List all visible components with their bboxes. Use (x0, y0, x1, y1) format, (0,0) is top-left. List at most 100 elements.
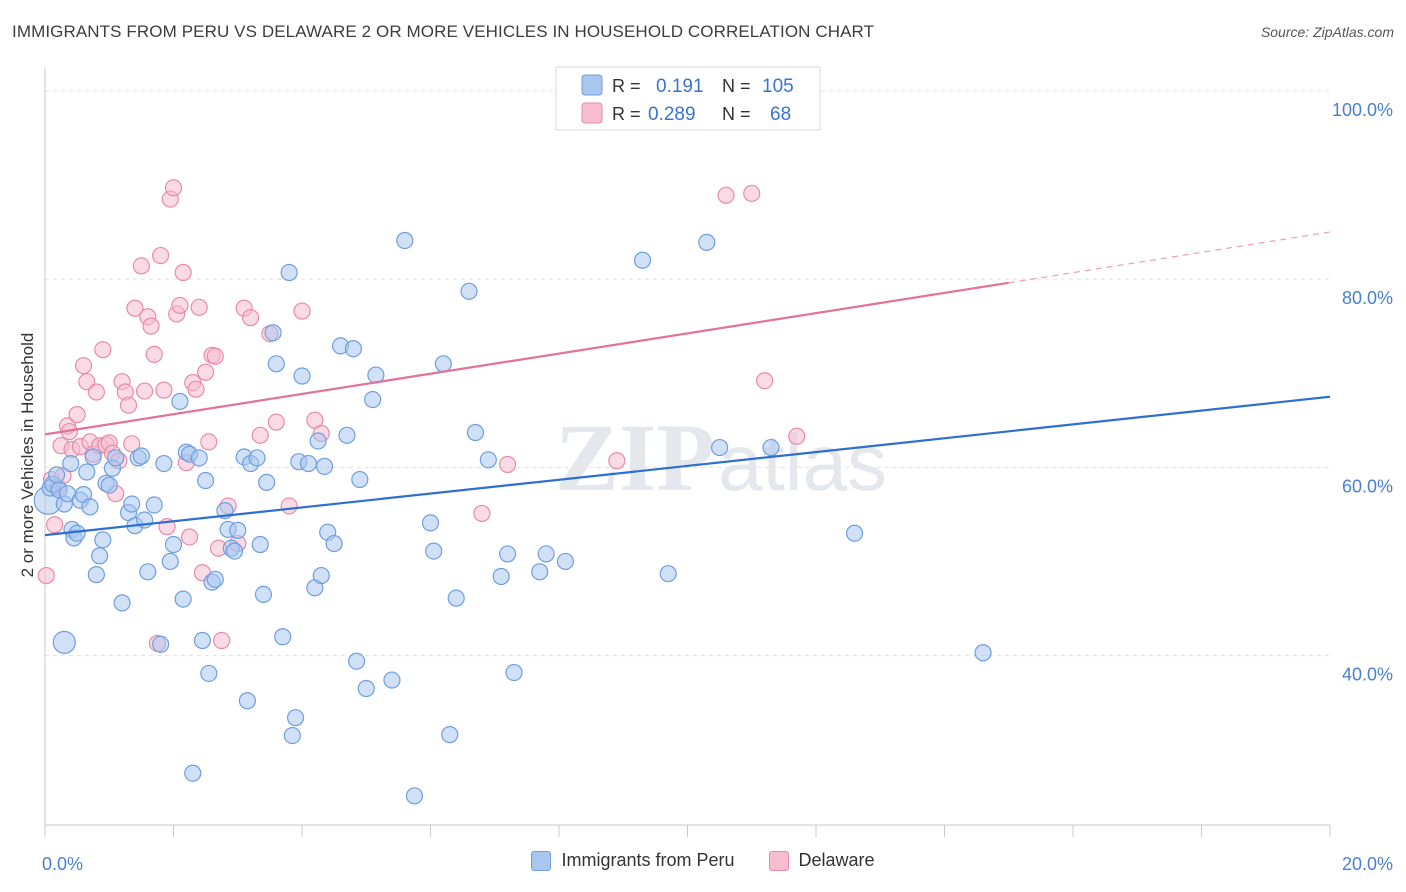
point-peru-30 (139, 563, 157, 581)
point-peru-36 (171, 392, 189, 411)
point-peru-44 (200, 664, 218, 683)
point-delaware-61 (280, 497, 298, 515)
point-peru-64 (286, 709, 305, 727)
point-delaware-11 (74, 357, 93, 375)
point-delaware-48 (197, 363, 215, 381)
trend-line-peru (44, 395, 1331, 537)
point-delaware-68 (717, 186, 735, 204)
legend-r-value-delaware: 0.289 (648, 104, 696, 125)
legend-r-label-peru: R = (612, 76, 641, 96)
point-peru-95 (505, 663, 523, 682)
point-peru-41 (190, 449, 208, 467)
point-peru-46 (206, 570, 224, 588)
point-delaware-2 (46, 516, 64, 534)
legend-n-value-delaware: 68 (770, 104, 791, 125)
point-peru-14 (81, 498, 99, 516)
point-peru-33 (155, 454, 173, 473)
point-delaware-40 (171, 296, 189, 315)
x-tick-label-1: 20.0% (1342, 854, 1393, 874)
y-tick-label-3: 100.0% (1332, 100, 1393, 120)
point-delaware-34 (152, 246, 170, 265)
point-delaware-49 (200, 433, 218, 451)
chart-title: IMMIGRANTS FROM PERU VS DELAWARE 2 OR MO… (12, 22, 875, 41)
point-peru-55 (248, 449, 266, 467)
point-peru-34 (161, 552, 179, 571)
point-peru-106 (845, 524, 864, 542)
point-delaware-60 (267, 413, 285, 431)
legend-item-delaware[interactable]: Delaware (768, 850, 875, 871)
point-delaware-51 (206, 347, 224, 365)
watermark: ZIP atlas (555, 404, 887, 511)
y-axis-title: 2 or more Vehicles in Household (18, 333, 37, 578)
point-delaware-27 (126, 299, 144, 317)
point-peru-77 (348, 652, 366, 670)
point-peru-87 (434, 355, 452, 373)
point-peru-57 (254, 585, 273, 603)
y-tick-label-2: 80.0% (1342, 288, 1393, 308)
legend-n-label-peru: N = (722, 76, 751, 96)
point-peru-7 (62, 454, 80, 473)
point-delaware-71 (788, 427, 806, 445)
point-peru-93 (492, 567, 510, 586)
point-peru-25 (123, 495, 141, 513)
point-delaware-62 (293, 302, 311, 320)
point-peru-86 (425, 542, 443, 560)
point-peru-16 (87, 566, 106, 584)
series-delaware (37, 179, 806, 652)
point-peru-78 (351, 470, 369, 489)
point-peru-94 (499, 545, 517, 563)
bottom-legend: Immigrants from Peru Delaware (0, 850, 1406, 871)
point-peru-59 (264, 324, 282, 342)
point-peru-82 (383, 671, 401, 689)
point-delaware-38 (164, 179, 183, 197)
point-peru-23 (113, 594, 131, 612)
legend-r-value-peru: 0.191 (656, 76, 704, 97)
point-delaware-9 (68, 406, 86, 424)
point-delaware-31 (142, 317, 160, 335)
point-peru-92 (479, 451, 497, 469)
point-peru-75 (338, 426, 356, 444)
point-peru-67 (299, 454, 318, 473)
point-delaware-46 (190, 298, 208, 316)
point-peru-22 (107, 449, 125, 467)
point-peru-102 (698, 233, 716, 251)
grid-lines (45, 90, 1330, 657)
point-peru-18 (94, 531, 112, 549)
point-peru-53 (238, 692, 256, 710)
point-peru-62 (280, 263, 298, 282)
point-peru-20 (100, 476, 118, 494)
point-peru-76 (344, 340, 362, 358)
x-tick-label-0: 0.0% (42, 854, 83, 874)
point-peru-51 (229, 521, 247, 539)
source-label: Source: ZipAtlas.com (1260, 24, 1394, 40)
legend-box: R = 0.191 N = 105 R = 0.289 N = 68 (555, 66, 821, 131)
point-delaware-57 (242, 309, 260, 327)
point-peru-17 (91, 547, 109, 565)
point-peru-85 (421, 514, 440, 532)
point-peru-100 (659, 565, 677, 583)
point-peru-28 (132, 447, 150, 465)
trend-lines (44, 231, 1331, 537)
point-peru-66 (293, 367, 311, 385)
trend-line-delaware (44, 281, 1009, 436)
point-peru-79 (357, 679, 375, 698)
point-peru-91 (466, 423, 485, 442)
point-delaware-65 (473, 504, 491, 523)
point-delaware-0 (37, 566, 55, 585)
point-peru-108 (52, 630, 76, 654)
point-peru-97 (537, 545, 555, 563)
watermark-zip: ZIP (555, 404, 715, 511)
point-peru-107 (974, 644, 992, 662)
point-delaware-67 (608, 452, 626, 470)
point-peru-88 (441, 726, 459, 744)
legend-item-peru[interactable]: Immigrants from Peru (531, 850, 735, 871)
point-peru-98 (556, 552, 575, 571)
point-peru-43 (197, 471, 215, 490)
point-delaware-66 (499, 455, 517, 474)
tick-labels: 40.0% 60.0% 80.0% 100.0% 0.0% 20.0% (42, 100, 1393, 874)
point-delaware-17 (94, 341, 112, 359)
point-peru-3 (47, 466, 66, 484)
point-peru-15 (84, 448, 102, 466)
legend-label-delaware: Delaware (798, 850, 875, 870)
legend-swatch-peru (581, 74, 603, 96)
